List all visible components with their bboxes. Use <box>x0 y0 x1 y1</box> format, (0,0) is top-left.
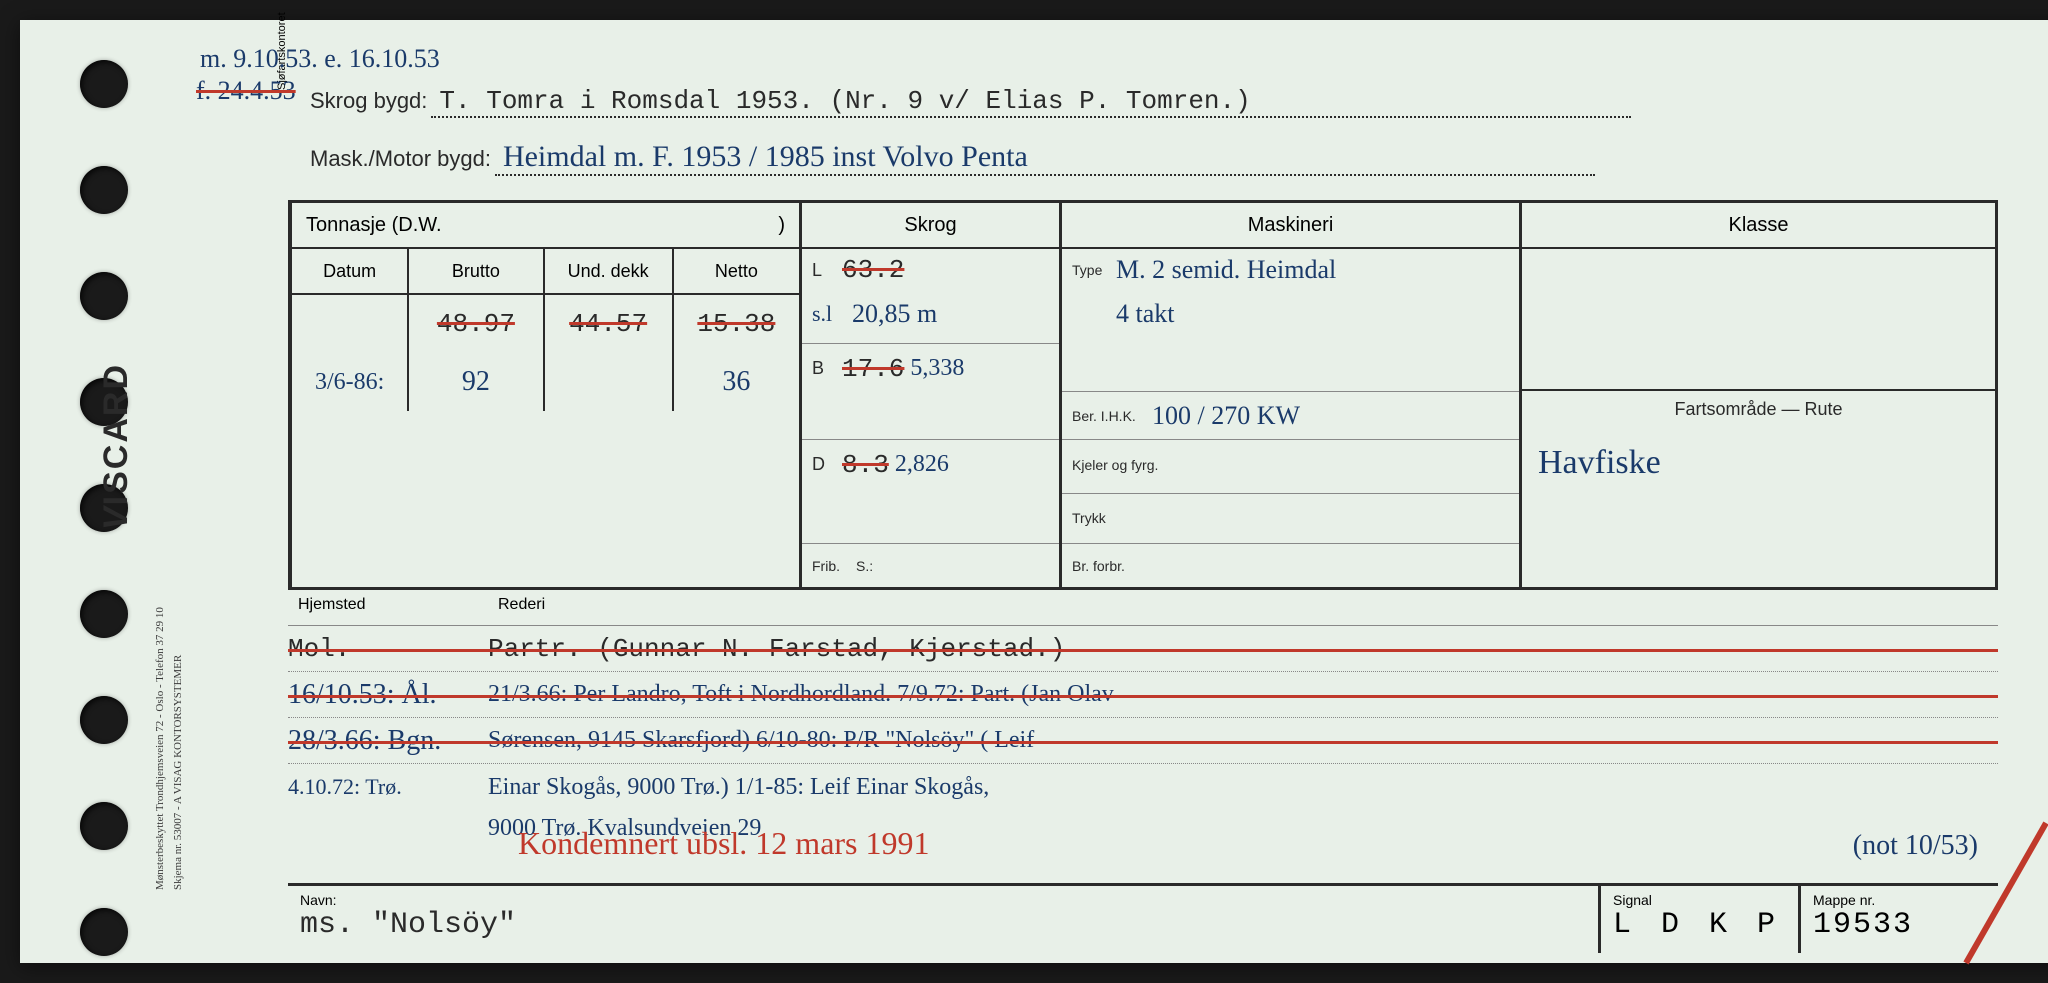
skrog-bygd-label: Skrog bygd: <box>310 88 427 113</box>
trykk-label: Trykk <box>1072 510 1132 526</box>
D-old: 8.3 <box>842 450 889 480</box>
klasse-header: Klasse <box>1522 203 1995 249</box>
motor-bygd-row: Mask./Motor bygd: Heimdal m. F. 1953 / 1… <box>310 140 2008 176</box>
cell-netto-1: 15.38 <box>674 295 799 353</box>
col-brutto: Brutto <box>409 249 544 293</box>
cell-datum-1 <box>292 295 409 353</box>
sl-val: 20,85 m <box>852 299 937 329</box>
tonnasje-body: 48.97 44.57 15.38 3/6-86: 92 36 <box>292 295 799 587</box>
imprint-line-1: Skjema nr. 53007 - A VISAG KONTORSYSTEME… <box>172 655 184 890</box>
hjemsted-2: 28/3.66: Bgn. <box>288 725 488 757</box>
D-label: D <box>812 454 842 475</box>
D-new: 2,826 <box>895 451 949 478</box>
hole <box>80 802 128 850</box>
top-note-2: f. 24.4.53 <box>196 76 296 106</box>
tonnasje-row-1: 48.97 44.57 15.38 <box>292 295 799 353</box>
mappe-label: Mappe nr. <box>1813 892 1986 908</box>
type-label: Type <box>1072 262 1116 278</box>
top-note-1: m. 9.10.53. e. 16.10.53 <box>200 44 440 74</box>
col-datum: Datum <box>292 249 409 293</box>
skrog-bygd-row: Skrog bygd: T. Tomra i Romsdal 1953. (Nr… <box>310 86 2008 118</box>
kjeler-label: Kjeler og fyrg. <box>1072 457 1172 473</box>
rederi-1: 21/3.66: Per Landro, Toft i Nordhordland… <box>488 681 1998 708</box>
tonnasje-close: ) <box>778 214 785 237</box>
hjemsted-1: 16/10.53: Ål. <box>288 679 488 711</box>
cell-netto-2: 36 <box>674 353 799 411</box>
rederi-2: Sørensen, 9145 Skarsfjord) 6/10-80: P/R … <box>488 727 1998 754</box>
navn-value: ms. "Nolsöy" <box>300 908 1586 942</box>
farts-label: Fartsområde — Rute <box>1522 399 1995 420</box>
skrog-column: Skrog L 63.2 s.l 20,85 m B 17.6 5,338 D … <box>802 203 1062 587</box>
hole <box>80 590 128 638</box>
maskineri-column: Maskineri Type M. 2 semid. Heimdal 4 tak… <box>1062 203 1522 587</box>
motor-bygd-value: Heimdal m. F. 1953 / 1985 inst Volvo Pen… <box>495 140 1595 176</box>
ber-label: Ber. I.H.K. <box>1072 408 1152 424</box>
hjemsted-0: Mol. <box>288 634 488 664</box>
hole <box>80 908 128 956</box>
S-label: S.: <box>856 558 873 574</box>
motor-bygd-label: Mask./Motor bygd: <box>310 146 491 171</box>
tonnasje-column: Tonnasje (D.W. ) Datum Brutto Und. dekk … <box>292 203 802 587</box>
cell-und-2 <box>545 353 674 411</box>
signal-label: Signal <box>1613 892 1786 908</box>
fartsomrade-box: Fartsområde — Rute Havfiske <box>1522 389 1995 587</box>
right-margin-note: (not 10/53) <box>1853 830 1978 862</box>
history-row-1: 16/10.53: Ål. 21/3.66: Per Landro, Toft … <box>288 672 1998 718</box>
imprint-line-2: Mønsterbeskyttet Trondhjemsveien 72 - Os… <box>154 607 166 890</box>
tonnasje-row-2: 3/6-86: 92 36 <box>292 353 799 411</box>
rederi-0: Partr. (Gunnar N. Farstad, Kjerstad.) <box>488 634 1998 664</box>
maskineri-header: Maskineri <box>1062 203 1519 249</box>
type-val: M. 2 semid. Heimdal <box>1116 255 1336 285</box>
cell-und-1: 44.57 <box>545 295 674 353</box>
index-card: VISCARD Skjema nr. 53007 - A VISAG KONTO… <box>20 20 2048 963</box>
cell-datum-2: 3/6-86: <box>292 353 409 411</box>
farts-val: Havfiske <box>1522 444 1995 482</box>
B-label: B <box>812 358 842 379</box>
hole <box>80 166 128 214</box>
ber-val: 100 / 270 KW <box>1152 401 1300 431</box>
cell-brutto-1: 48.97 <box>409 295 544 353</box>
hole <box>80 696 128 744</box>
br-label: Br. forbr. <box>1072 558 1132 574</box>
cell-brutto-2: 92 <box>409 353 544 411</box>
B-old: 17.6 <box>842 354 904 384</box>
history-row-2: 28/3.66: Bgn. Sørensen, 9145 Skarsfjord)… <box>288 718 1998 764</box>
kondemnert-note: Kondemnert ubsl. 12 mars 1991 <box>518 825 930 862</box>
col-netto: Netto <box>674 249 799 293</box>
hjemsted-label: Hjemsted <box>288 596 488 625</box>
hole <box>80 272 128 320</box>
skrog-bygd-value: T. Tomra i Romsdal 1953. (Nr. 9 v/ Elias… <box>431 86 1631 118</box>
history-row-0: Mol. Partr. (Gunnar N. Farstad, Kjerstad… <box>288 626 1998 672</box>
ownership-history: Hjemsted Rederi Mol. Partr. (Gunnar N. F… <box>288 596 1998 844</box>
sidebar-imprint: VISCARD Skjema nr. 53007 - A VISAG KONTO… <box>156 110 192 930</box>
frib-label: Frib. <box>812 558 856 574</box>
brand-logo: VISCARD <box>97 363 136 530</box>
navn-label: Navn: <box>300 892 1586 908</box>
signal-value: L D K P <box>1613 908 1786 942</box>
skrog-header: Skrog <box>802 203 1059 249</box>
tonnasje-label: Tonnasje (D.W. <box>306 214 442 237</box>
main-table: Tonnasje (D.W. ) Datum Brutto Und. dekk … <box>288 200 1998 590</box>
rederi-label: Rederi <box>488 596 1998 625</box>
takt-val: 4 takt <box>1116 299 1175 329</box>
rederi-3: Einar Skogås, 9000 Trø.) 1/1-85: Leif Ei… <box>488 774 1998 801</box>
L-label: L <box>812 260 842 281</box>
sl-label: s.l <box>812 301 852 327</box>
klasse-column: Klasse Fartsområde — Rute Havfiske <box>1522 203 1995 587</box>
hole <box>80 60 128 108</box>
col-und: Und. dekk <box>545 249 674 293</box>
hjemsted-3: 4.10.72: Trø. <box>288 774 488 800</box>
L-old: 63.2 <box>842 255 904 285</box>
B-new: 5,338 <box>910 355 964 382</box>
history-row-3: 4.10.72: Trø. Einar Skogås, 9000 Trø.) 1… <box>288 764 1998 810</box>
mappe-value: 19533 <box>1813 908 1986 942</box>
